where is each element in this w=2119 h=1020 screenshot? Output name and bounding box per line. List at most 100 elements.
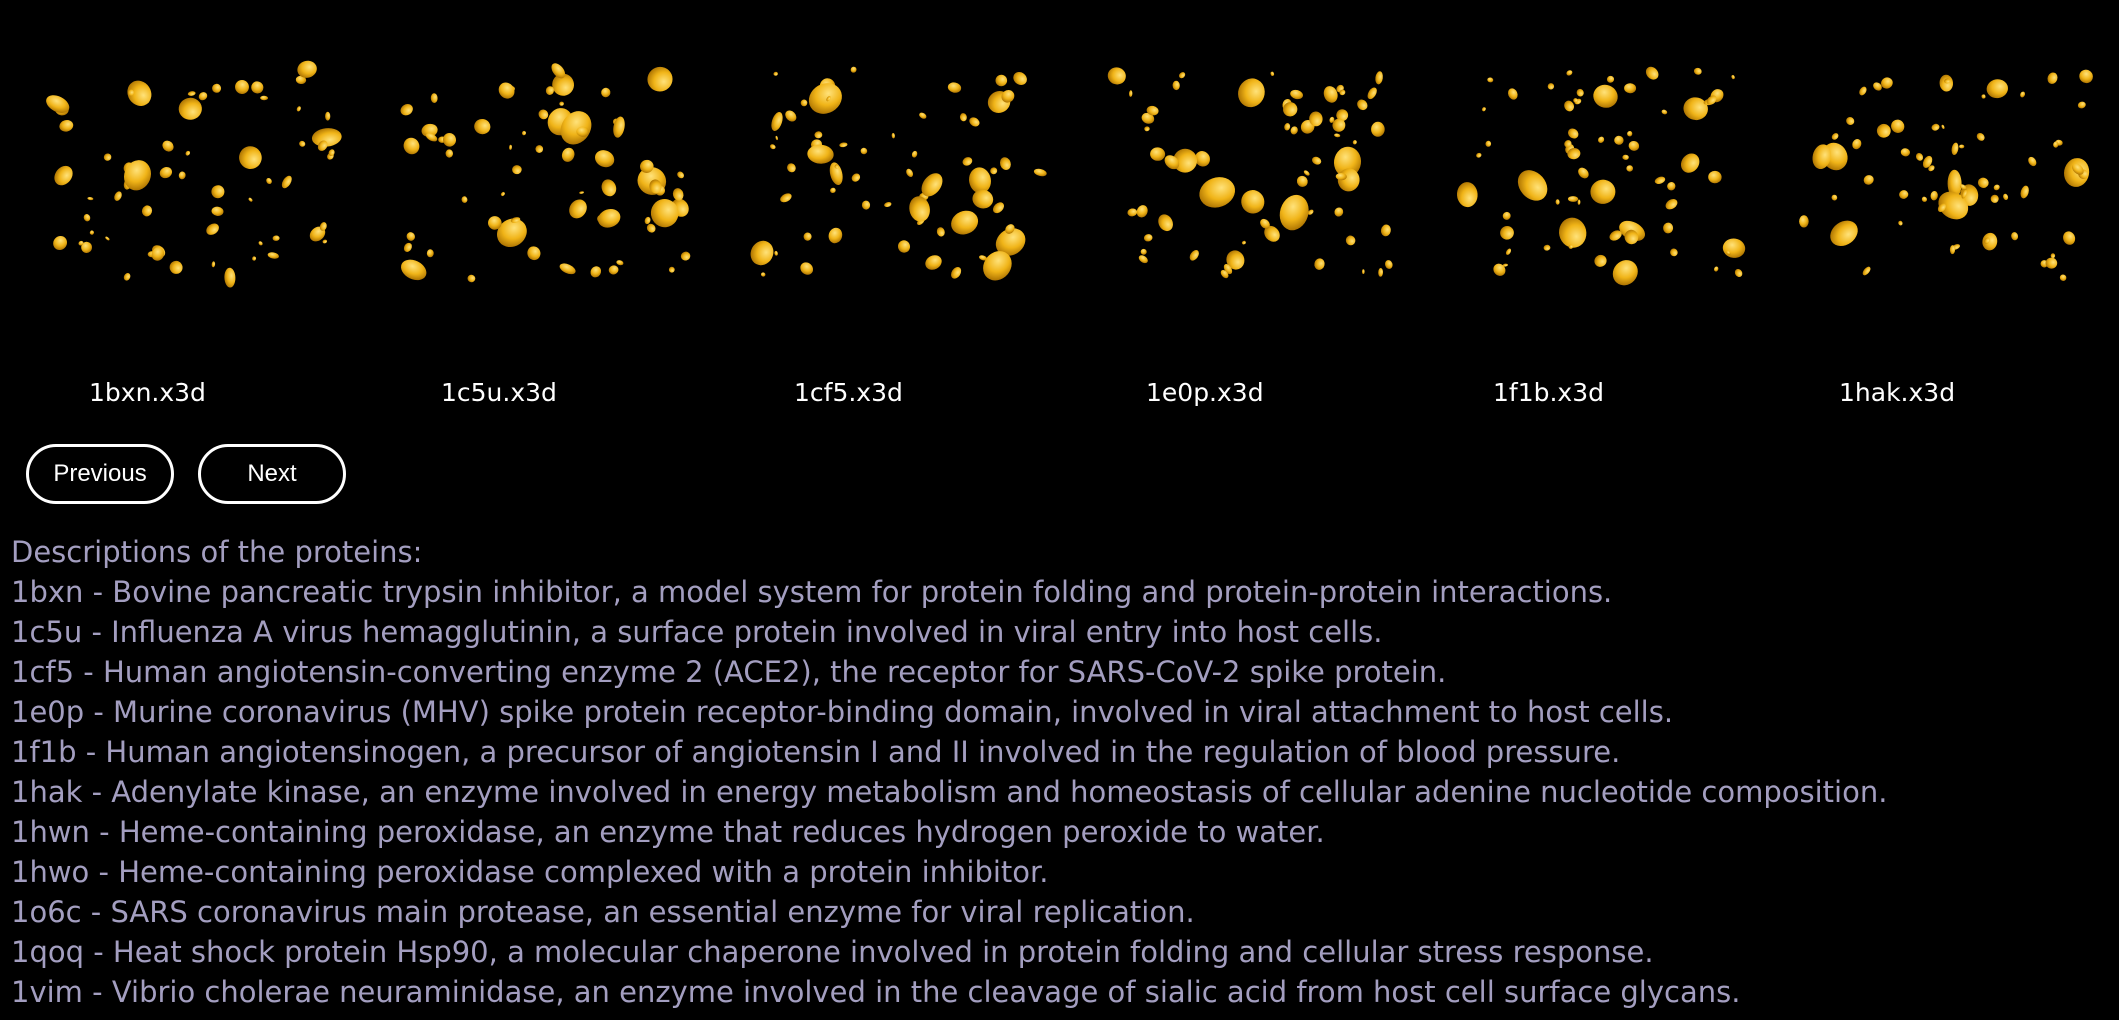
protein-blob (1922, 155, 1933, 168)
protein-viewer-item[interactable]: 1c5u.x3d (397, 60, 727, 407)
protein-blob (2028, 156, 2037, 167)
protein-blob (178, 97, 202, 120)
protein-blob (1172, 80, 1180, 91)
protein-blob (787, 163, 796, 173)
protein-blob (1944, 78, 1951, 84)
protein-blob (1930, 191, 1938, 201)
protein-blob (1830, 220, 1858, 247)
protein-blob (1706, 95, 1717, 105)
protein-3d-view[interactable] (1795, 60, 2095, 300)
protein-blob (2053, 141, 2059, 148)
protein-blob (969, 167, 991, 194)
descriptions-heading: Descriptions of the proteins: (11, 535, 423, 569)
protein-blob (1566, 70, 1573, 76)
protein-blob (1033, 168, 1047, 177)
protein-blob (2011, 232, 2019, 241)
protein-blob (1881, 77, 1893, 89)
protein-blob (1140, 248, 1147, 255)
protein-blob (830, 187, 836, 194)
protein-blob (925, 255, 942, 270)
protein-blob (1938, 191, 1969, 220)
protein-viewer-item[interactable]: 1e0p.x3d (1102, 60, 1432, 407)
protein-blob (297, 60, 317, 78)
protein-blob (601, 179, 617, 197)
protein-blob (1594, 254, 1607, 267)
protein-blob (198, 92, 208, 101)
protein-blob (266, 177, 272, 185)
protein-blob (2020, 185, 2029, 199)
protein-blob (239, 146, 262, 169)
protein-blob (1609, 230, 1622, 241)
protein-blob (1593, 84, 1618, 108)
protein-blob (1361, 269, 1365, 275)
protein-blob (995, 74, 1008, 87)
protein-blob (1624, 229, 1639, 245)
protein-blob (851, 173, 861, 182)
protein-viewer-item[interactable]: 1bxn.x3d (45, 60, 375, 407)
protein-blob (1831, 133, 1839, 140)
protein-blob (1891, 119, 1905, 133)
protein-descriptions: Descriptions of the proteins: 1bxn - Bov… (11, 532, 1887, 1012)
protein-blob (159, 167, 173, 179)
protein-caption: 1cf5.x3d (794, 378, 903, 407)
protein-blob (1598, 136, 1605, 143)
protein-3d-view[interactable] (750, 60, 1050, 300)
protein-blob (1921, 196, 1927, 202)
protein-3d-view[interactable] (1449, 60, 1749, 300)
protein-blob (1456, 182, 1478, 208)
protein-blob (761, 272, 766, 277)
protein-blob (509, 144, 512, 150)
protein-blob (1626, 165, 1633, 172)
protein-blob (1127, 208, 1138, 217)
protein-blob (552, 73, 575, 96)
protein-3d-view[interactable] (397, 60, 697, 300)
protein-blob (936, 227, 945, 237)
protein-blob (46, 95, 70, 113)
protein-blob (800, 262, 814, 275)
next-button[interactable]: Next (198, 444, 346, 504)
protein-blob (545, 86, 554, 95)
protein-blob (295, 75, 307, 85)
protein-3d-view[interactable] (1102, 60, 1402, 300)
protein-blob (1708, 170, 1722, 184)
protein-blob (551, 63, 566, 79)
protein-blob (538, 109, 549, 120)
protein-blob (1284, 123, 1291, 131)
protein-blob (317, 140, 328, 151)
previous-button[interactable]: Previous (26, 444, 174, 504)
protein-blob (1606, 75, 1615, 83)
protein-blob (1898, 220, 1903, 226)
protein-blob (1578, 167, 1589, 179)
protein-blob (123, 273, 131, 281)
protein-blob (1309, 111, 1323, 127)
protein-blob (178, 171, 186, 180)
protein-blob (911, 150, 918, 158)
protein-blob (187, 91, 196, 96)
protein-blob (1568, 128, 1579, 139)
protein-blob (1576, 88, 1584, 97)
protein-blob (1307, 209, 1314, 215)
protein-blob (311, 128, 342, 147)
protein-viewer-item[interactable]: 1hak.x3d (1795, 60, 2119, 407)
protein-blob (1476, 152, 1482, 158)
protein-blob (608, 265, 619, 275)
protein-blob (123, 160, 152, 191)
protein-blob (281, 175, 292, 189)
protein-blob (461, 196, 468, 203)
protein-blob (1482, 107, 1486, 112)
protein-blob (403, 242, 412, 252)
protein-blob (127, 89, 134, 97)
protein-blob (1928, 165, 1935, 172)
protein-blob (1846, 116, 1855, 126)
protein-blob (87, 197, 94, 201)
protein-blob (951, 210, 979, 235)
protein-blob (2079, 69, 2093, 84)
protein-blob (590, 266, 602, 278)
protein-blob (425, 133, 438, 142)
protein-3d-view[interactable] (45, 60, 345, 300)
protein-viewer-item[interactable]: 1cf5.x3d (750, 60, 1080, 407)
protein-viewer-item[interactable]: 1f1b.x3d (1449, 60, 1779, 407)
protein-blob (1986, 79, 2008, 99)
protein-blob (1564, 140, 1572, 148)
protein-caption: 1c5u.x3d (441, 378, 557, 407)
